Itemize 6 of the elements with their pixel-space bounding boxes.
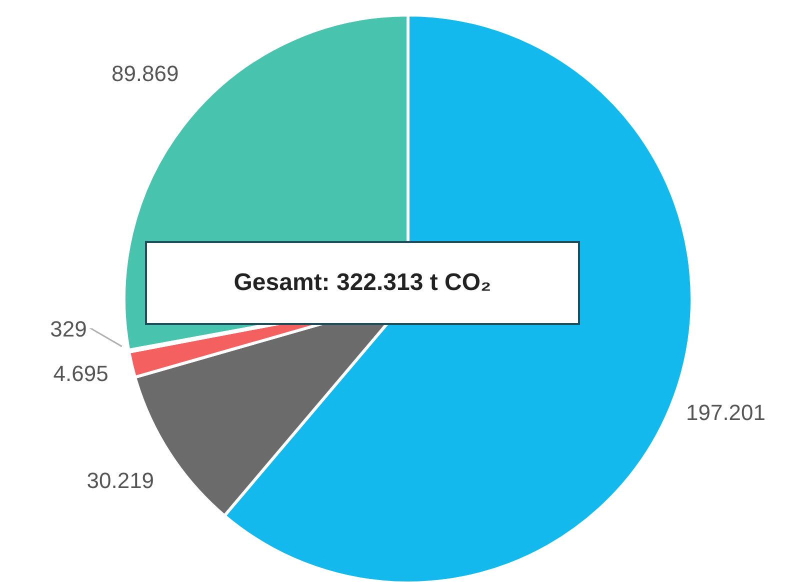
data-label: 329 <box>50 316 87 342</box>
data-label: 89.869 <box>111 61 179 86</box>
text: Gesamt: 322.313 t CO₂ <box>145 241 580 325</box>
data-label: 30.219 <box>86 468 154 494</box>
data-label: 197.201 <box>686 400 766 425</box>
data-label: 4.695 <box>53 361 108 386</box>
